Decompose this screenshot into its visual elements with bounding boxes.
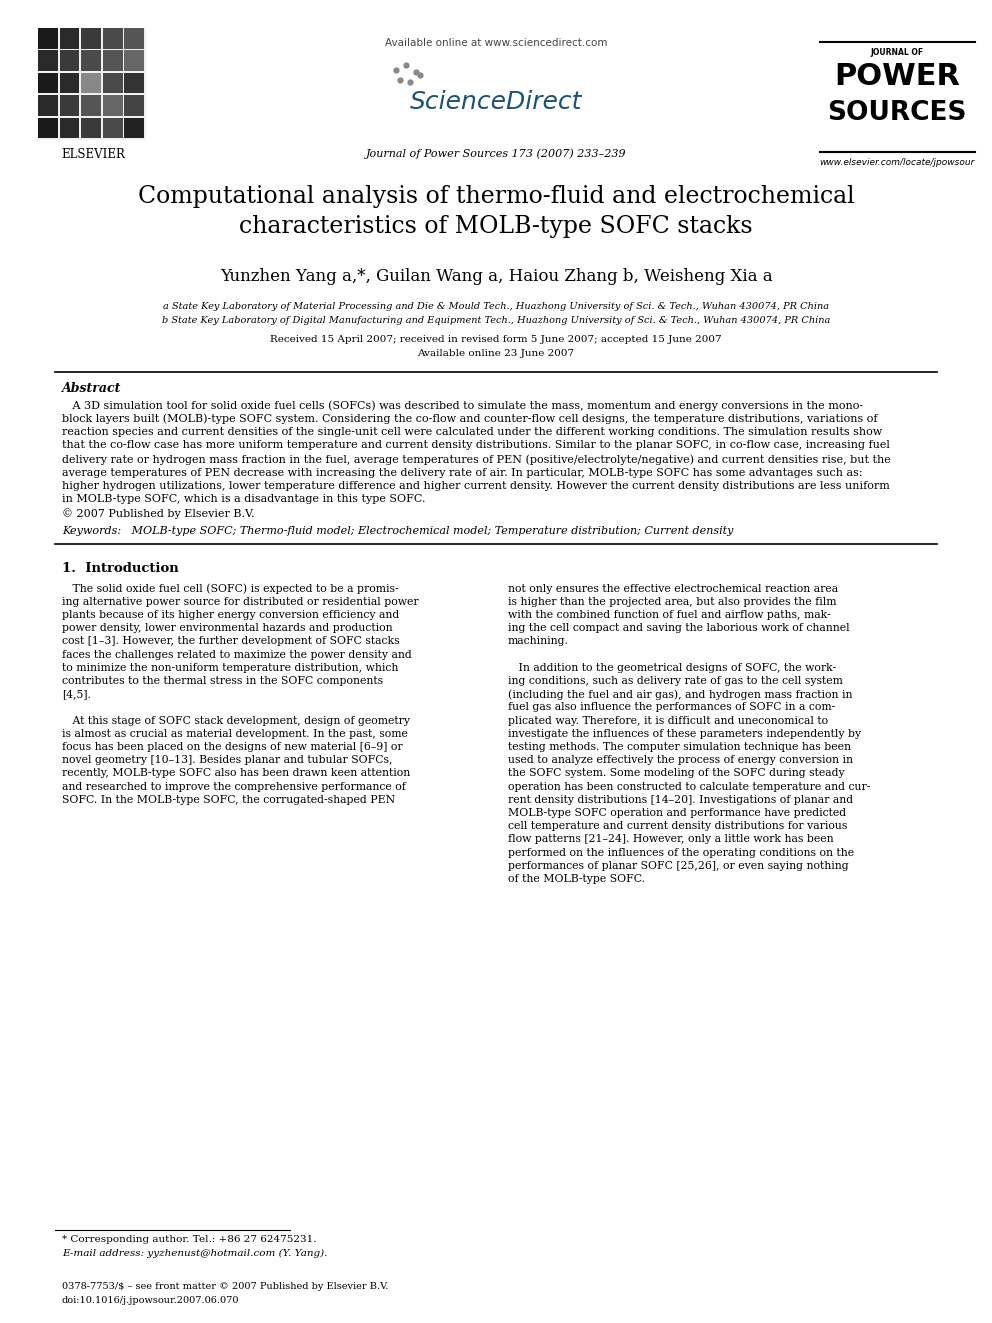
Text: flow patterns [21–24]. However, only a little work has been: flow patterns [21–24]. However, only a l… xyxy=(508,835,833,844)
Bar xyxy=(103,73,123,94)
Text: a State Key Laboratory of Material Processing and Die & Mould Tech., Huazhong Un: a State Key Laboratory of Material Proce… xyxy=(163,302,829,311)
Text: rent density distributions [14–20]. Investigations of planar and: rent density distributions [14–20]. Inve… xyxy=(508,795,853,804)
Text: In addition to the geometrical designs of SOFC, the work-: In addition to the geometrical designs o… xyxy=(508,663,836,672)
Text: operation has been constructed to calculate temperature and cur-: operation has been constructed to calcul… xyxy=(508,782,870,791)
Bar xyxy=(124,118,144,138)
Text: is higher than the projected area, but also provides the film: is higher than the projected area, but a… xyxy=(508,597,836,607)
Text: faces the challenges related to maximize the power density and: faces the challenges related to maximize… xyxy=(62,650,412,659)
Text: investigate the influences of these parameters independently by: investigate the influences of these para… xyxy=(508,729,861,738)
Text: that the co-flow case has more uniform temperature and current density distribut: that the co-flow case has more uniform t… xyxy=(62,441,890,451)
Bar xyxy=(81,28,101,49)
Bar xyxy=(124,50,144,71)
Bar xyxy=(38,118,58,138)
Text: A 3D simulation tool for solid oxide fuel cells (SOFCs) was described to simulat: A 3D simulation tool for solid oxide fue… xyxy=(62,400,863,410)
Text: ELSEVIER: ELSEVIER xyxy=(62,148,125,161)
Text: block layers built (MOLB)-type SOFC system. Considering the co-flow and counter-: block layers built (MOLB)-type SOFC syst… xyxy=(62,414,878,425)
Text: JOURNAL OF: JOURNAL OF xyxy=(870,48,924,57)
Text: focus has been placed on the designs of new material [6–9] or: focus has been placed on the designs of … xyxy=(62,742,403,751)
Bar xyxy=(124,95,144,116)
Text: cost [1–3]. However, the further development of SOFC stacks: cost [1–3]. However, the further develop… xyxy=(62,636,400,647)
Bar xyxy=(60,28,79,49)
Text: recently, MOLB-type SOFC also has been drawn keen attention: recently, MOLB-type SOFC also has been d… xyxy=(62,769,411,778)
Bar xyxy=(38,28,146,140)
Bar xyxy=(81,118,101,138)
Text: and researched to improve the comprehensive performance of: and researched to improve the comprehens… xyxy=(62,782,406,791)
Text: characteristics of MOLB-type SOFC stacks: characteristics of MOLB-type SOFC stacks xyxy=(239,216,753,238)
Text: not only ensures the effective electrochemical reaction area: not only ensures the effective electroch… xyxy=(508,583,838,594)
Text: ing conditions, such as delivery rate of gas to the cell system: ing conditions, such as delivery rate of… xyxy=(508,676,843,685)
Text: 0378-7753/$ – see front matter © 2007 Published by Elsevier B.V.: 0378-7753/$ – see front matter © 2007 Pu… xyxy=(62,1282,389,1291)
Text: higher hydrogen utilizations, lower temperature difference and higher current de: higher hydrogen utilizations, lower temp… xyxy=(62,482,890,491)
Text: power density, lower environmental hazards and production: power density, lower environmental hazar… xyxy=(62,623,393,634)
Text: E-mail address: yyzhenust@hotmail.com (Y. Yang).: E-mail address: yyzhenust@hotmail.com (Y… xyxy=(62,1249,327,1258)
Text: with the combined function of fuel and airflow paths, mak-: with the combined function of fuel and a… xyxy=(508,610,830,620)
Text: to minimize the non-uniform temperature distribution, which: to minimize the non-uniform temperature … xyxy=(62,663,399,672)
Text: 1.  Introduction: 1. Introduction xyxy=(62,561,179,574)
Bar xyxy=(38,50,58,71)
Text: Keywords:   MOLB-type SOFC; Thermo-fluid model; Electrochemical model; Temperatu: Keywords: MOLB-type SOFC; Thermo-fluid m… xyxy=(62,525,733,536)
Text: SOURCES: SOURCES xyxy=(827,101,967,126)
Text: the SOFC system. Some modeling of the SOFC during steady: the SOFC system. Some modeling of the SO… xyxy=(508,769,844,778)
Text: machining.: machining. xyxy=(508,636,568,647)
Bar xyxy=(60,50,79,71)
Text: At this stage of SOFC stack development, design of geometry: At this stage of SOFC stack development,… xyxy=(62,716,410,725)
Text: plicated way. Therefore, it is difficult and uneconomical to: plicated way. Therefore, it is difficult… xyxy=(508,716,828,725)
Text: doi:10.1016/j.jpowsour.2007.06.070: doi:10.1016/j.jpowsour.2007.06.070 xyxy=(62,1297,239,1304)
Bar xyxy=(38,95,58,116)
Text: ScienceDirect: ScienceDirect xyxy=(410,90,582,114)
Bar xyxy=(60,95,79,116)
Text: plants because of its higher energy conversion efficiency and: plants because of its higher energy conv… xyxy=(62,610,399,620)
Text: cell temperature and current density distributions for various: cell temperature and current density dis… xyxy=(508,822,847,831)
Bar xyxy=(38,73,58,94)
Text: MOLB-type SOFC operation and performance have predicted: MOLB-type SOFC operation and performance… xyxy=(508,808,846,818)
Text: (including the fuel and air gas), and hydrogen mass fraction in: (including the fuel and air gas), and hy… xyxy=(508,689,852,700)
Text: Yunzhen Yang a,*, Guilan Wang a, Haiou Zhang b, Weisheng Xia a: Yunzhen Yang a,*, Guilan Wang a, Haiou Z… xyxy=(219,269,773,284)
Text: ing alternative power source for distributed or residential power: ing alternative power source for distrib… xyxy=(62,597,419,607)
Text: © 2007 Published by Elsevier B.V.: © 2007 Published by Elsevier B.V. xyxy=(62,508,255,519)
Bar xyxy=(81,73,101,94)
Bar xyxy=(124,28,144,49)
Bar xyxy=(103,50,123,71)
Text: testing methods. The computer simulation technique has been: testing methods. The computer simulation… xyxy=(508,742,851,751)
Bar xyxy=(60,73,79,94)
Bar xyxy=(103,118,123,138)
Text: ing the cell compact and saving the laborious work of channel: ing the cell compact and saving the labo… xyxy=(508,623,849,634)
Text: Available online 23 June 2007: Available online 23 June 2007 xyxy=(418,349,574,359)
Text: [4,5].: [4,5]. xyxy=(62,689,91,699)
Text: SOFC. In the MOLB-type SOFC, the corrugated-shaped PEN: SOFC. In the MOLB-type SOFC, the corruga… xyxy=(62,795,395,804)
Text: performances of planar SOFC [25,26], or even saying nothing: performances of planar SOFC [25,26], or … xyxy=(508,861,848,871)
Bar xyxy=(103,95,123,116)
Text: Abstract: Abstract xyxy=(62,382,121,396)
Text: average temperatures of PEN decrease with increasing the delivery rate of air. I: average temperatures of PEN decrease wit… xyxy=(62,467,863,478)
Text: Available online at www.sciencedirect.com: Available online at www.sciencedirect.co… xyxy=(385,38,607,48)
Text: The solid oxide fuel cell (SOFC) is expected to be a promis-: The solid oxide fuel cell (SOFC) is expe… xyxy=(62,583,399,594)
Bar xyxy=(81,95,101,116)
Text: contributes to the thermal stress in the SOFC components: contributes to the thermal stress in the… xyxy=(62,676,383,685)
Text: b State Key Laboratory of Digital Manufacturing and Equipment Tech., Huazhong Un: b State Key Laboratory of Digital Manufa… xyxy=(162,316,830,325)
Text: novel geometry [10–13]. Besides planar and tubular SOFCs,: novel geometry [10–13]. Besides planar a… xyxy=(62,755,393,765)
Text: Computational analysis of thermo-fluid and electrochemical: Computational analysis of thermo-fluid a… xyxy=(138,185,854,208)
Text: fuel gas also influence the performances of SOFC in a com-: fuel gas also influence the performances… xyxy=(508,703,835,712)
Text: POWER: POWER xyxy=(834,62,960,91)
Bar xyxy=(103,28,123,49)
Text: Received 15 April 2007; received in revised form 5 June 2007; accepted 15 June 2: Received 15 April 2007; received in revi… xyxy=(270,335,722,344)
Bar xyxy=(81,50,101,71)
Text: reaction species and current densities of the single-unit cell were calculated u: reaction species and current densities o… xyxy=(62,427,882,437)
Bar xyxy=(124,73,144,94)
Text: is almost as crucial as material development. In the past, some: is almost as crucial as material develop… xyxy=(62,729,408,738)
Text: Journal of Power Sources 173 (2007) 233–239: Journal of Power Sources 173 (2007) 233–… xyxy=(366,148,626,159)
Text: delivery rate or hydrogen mass fraction in the fuel, average temperatures of PEN: delivery rate or hydrogen mass fraction … xyxy=(62,454,891,464)
Text: of the MOLB-type SOFC.: of the MOLB-type SOFC. xyxy=(508,875,645,884)
Text: used to analyze effectively the process of energy conversion in: used to analyze effectively the process … xyxy=(508,755,853,765)
Text: in MOLB-type SOFC, which is a disadvantage in this type SOFC.: in MOLB-type SOFC, which is a disadvanta… xyxy=(62,495,426,504)
Bar xyxy=(38,28,58,49)
Text: * Corresponding author. Tel.: +86 27 62475231.: * Corresponding author. Tel.: +86 27 624… xyxy=(62,1234,316,1244)
Text: performed on the influences of the operating conditions on the: performed on the influences of the opera… xyxy=(508,848,854,857)
Text: www.elsevier.com/locate/jpowsour: www.elsevier.com/locate/jpowsour xyxy=(819,157,975,167)
Bar xyxy=(60,118,79,138)
